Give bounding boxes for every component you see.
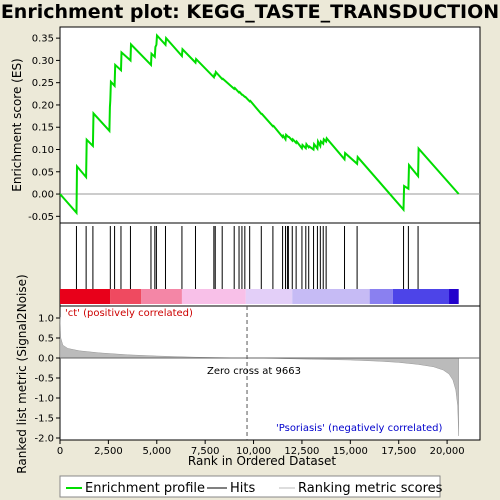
gradient-segment (60, 289, 111, 304)
metric-ytick-label: -2.0 (34, 434, 54, 445)
metric-area (59, 317, 459, 437)
xtick-label: 7,500 (191, 446, 220, 457)
zero-cross-label: Zero cross at 9663 (207, 366, 301, 377)
metric-ytick-label: -1.5 (34, 414, 54, 425)
gradient-segment (449, 289, 459, 304)
es-ytick-label: 0.30 (32, 56, 54, 67)
hits-layer (75, 226, 419, 289)
xtick-label: 2,500 (94, 446, 123, 457)
es-profile-line (59, 33, 460, 216)
xtick-label: 15,000 (333, 446, 368, 457)
neg-correlated-label: 'Psoriasis' (negatively correlated) (276, 423, 443, 434)
gradient-segment (369, 289, 393, 304)
gradient-bar (60, 289, 459, 304)
gradient-segment (245, 289, 293, 304)
xtick-label: 20,000 (430, 446, 465, 457)
es-ytick-label: -0.05 (28, 212, 54, 223)
xtick-label: 5,000 (142, 446, 171, 457)
x-axis-label: Rank in Ordered Dataset (188, 454, 336, 468)
xtick-label: 0 (57, 446, 63, 457)
gradient-segment (141, 289, 182, 304)
es-ytick-label: 0.25 (32, 78, 54, 89)
xtick-label: 17,500 (381, 446, 416, 457)
es-ytick-label: 0.10 (32, 145, 54, 156)
metric-ytick-label: -1.0 (34, 394, 54, 405)
es-ytick-label: 0.15 (32, 123, 54, 134)
es-ytick-label: 0.20 (32, 100, 54, 111)
gradient-segment (110, 289, 142, 304)
legend: Enrichment profile Hits Ranking metric s… (59, 475, 443, 498)
axes: -0.050.000.050.100.150.200.250.300.35-2.… (28, 34, 464, 457)
gradient-segment (181, 289, 246, 304)
metric-ytick-label: -0.5 (34, 374, 54, 385)
es-ylabel: Enrichment score (ES) (10, 58, 24, 191)
gradient-segment (392, 289, 450, 304)
metric-ylabel: Ranked list metric (Signal2Noise) (15, 274, 29, 473)
metric-layer (59, 306, 480, 440)
legend-hits-label: Hits (230, 481, 255, 496)
xtick-label: 12,500 (284, 446, 319, 457)
es-layer (59, 33, 480, 216)
xtick-label: 10,000 (236, 446, 271, 457)
es-ytick-label: 0.35 (32, 34, 54, 45)
es-ytick-label: 0.05 (32, 167, 54, 178)
legend-metric-label: Ranking metric scores (298, 481, 443, 496)
metric-panel (59, 305, 481, 441)
metric-ytick-label: 0.0 (38, 354, 54, 365)
page-title: Enrichment plot: KEGG_TASTE_TRANSDUCTION (0, 1, 500, 23)
gradient-segment (292, 289, 370, 304)
pos-correlated-label: 'ct' (positively correlated) (65, 308, 193, 319)
legend-es-label: Enrichment profile (85, 481, 205, 496)
metric-ytick-label: 0.5 (38, 334, 54, 345)
metric-ytick-label: 1.0 (38, 314, 54, 325)
es-ytick-label: 0.00 (32, 190, 54, 201)
